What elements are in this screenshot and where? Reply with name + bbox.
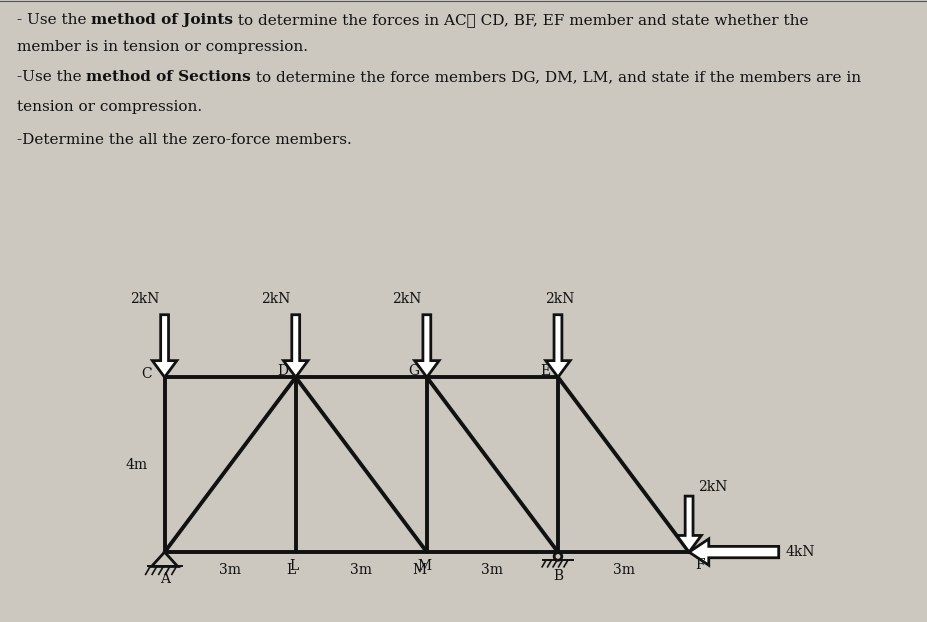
Text: 3m: 3m [219, 564, 241, 577]
Text: 3m: 3m [349, 564, 372, 577]
Text: 2kN: 2kN [392, 292, 422, 306]
Text: D: D [276, 364, 287, 378]
Polygon shape [676, 496, 701, 552]
Text: F: F [695, 558, 705, 572]
Text: -Use the: -Use the [17, 70, 86, 84]
Text: M: M [413, 564, 426, 577]
Text: method of Sections: method of Sections [86, 70, 250, 84]
Text: to determine the force members DG, DM, LM, and state if the members are in: to determine the force members DG, DM, L… [250, 70, 860, 84]
Text: 4kN: 4kN [784, 545, 814, 559]
Polygon shape [414, 315, 438, 377]
Text: 3m: 3m [612, 564, 634, 577]
Text: G: G [407, 364, 418, 378]
Text: L: L [288, 559, 298, 573]
Text: 4m: 4m [125, 458, 147, 471]
Polygon shape [283, 315, 308, 377]
Text: 3m: 3m [481, 564, 502, 577]
Text: C: C [142, 367, 152, 381]
Text: member is in tension or compression.: member is in tension or compression. [17, 40, 308, 54]
Text: 2kN: 2kN [545, 292, 574, 306]
Text: A: A [159, 572, 170, 586]
Text: 2kN: 2kN [130, 292, 159, 306]
Text: -Determine the all the zero-force members.: -Determine the all the zero-force member… [17, 133, 351, 147]
Text: 2kN: 2kN [261, 292, 290, 306]
Text: 2kN: 2kN [698, 480, 727, 494]
Text: M: M [417, 559, 431, 573]
Polygon shape [545, 315, 569, 377]
Text: E: E [540, 364, 550, 378]
Text: L: L [286, 564, 296, 577]
Text: tension or compression.: tension or compression. [17, 100, 201, 114]
Polygon shape [689, 539, 778, 565]
Text: method of Joints: method of Joints [91, 14, 233, 27]
Polygon shape [152, 315, 177, 377]
Text: - Use the: - Use the [17, 14, 91, 27]
Text: to determine the forces in AC‧ CD, BF, EF member and state whether the: to determine the forces in AC‧ CD, BF, E… [233, 14, 807, 27]
Text: B: B [552, 569, 563, 583]
